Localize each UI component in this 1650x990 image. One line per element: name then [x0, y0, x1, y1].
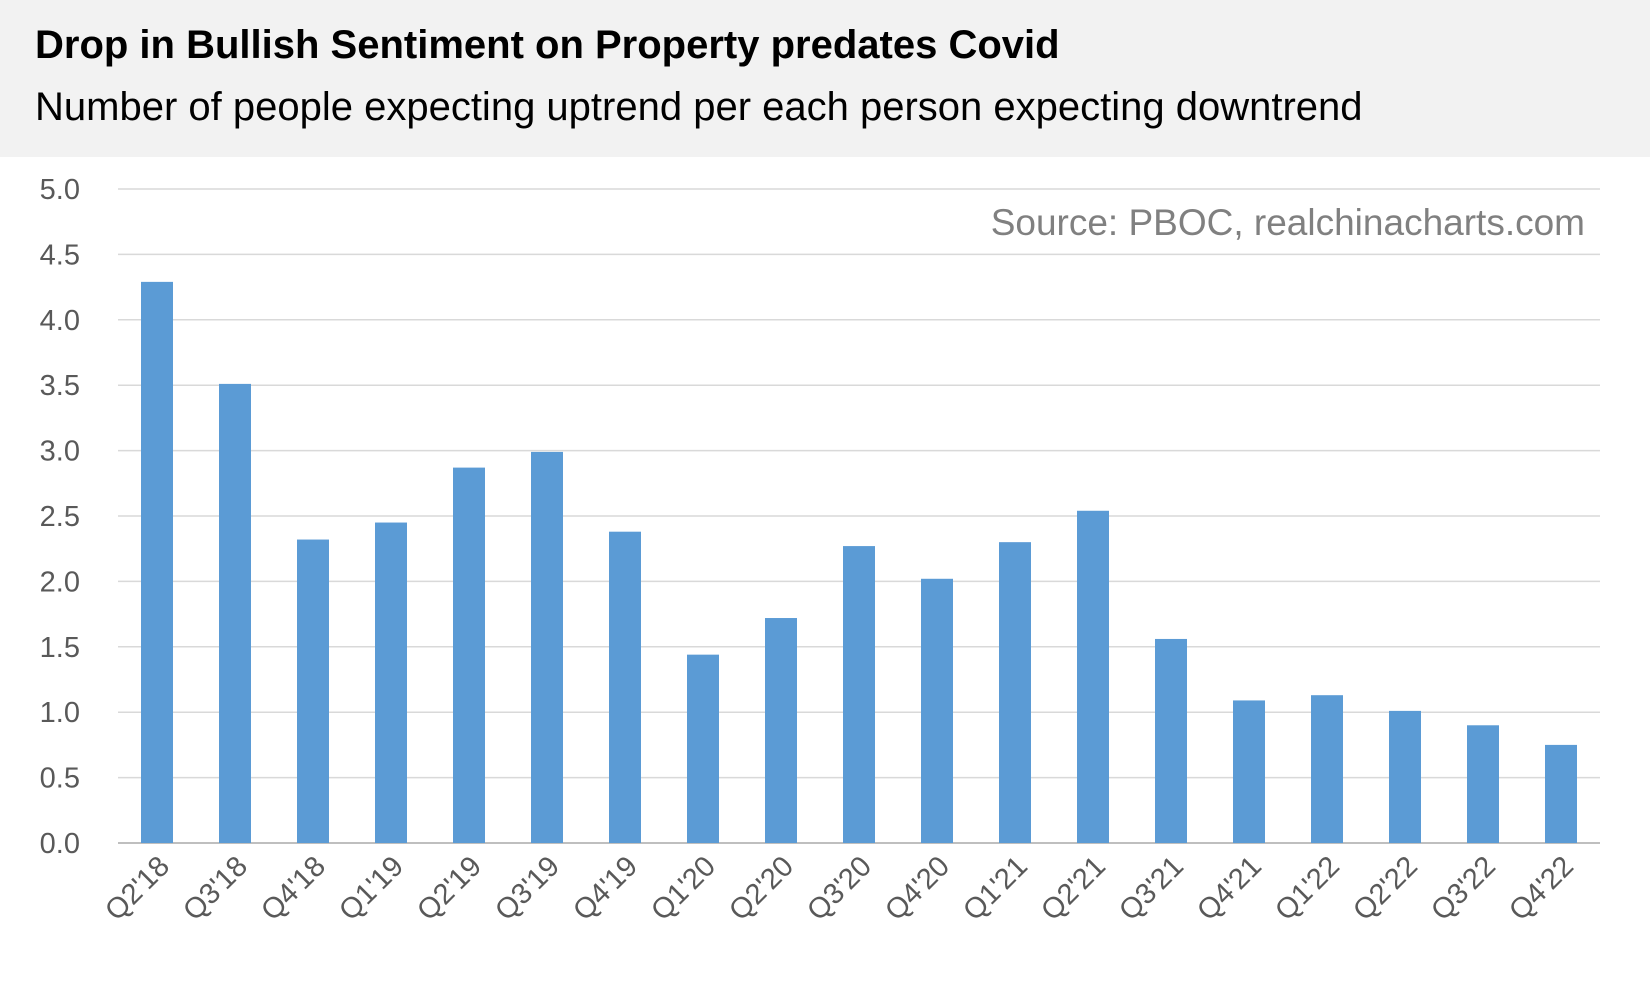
y-axis-tick-labels: 0.0 0.5 1.0 1.5 2.0 2.5 3.0 3.5 4.0 4.5 5.0	[40, 174, 80, 860]
x-tick-label: Q2'18	[99, 850, 176, 927]
y-tick-label: 0.0	[40, 828, 80, 860]
y-tick-label: 3.0	[40, 436, 80, 468]
x-tick-label: Q2'19	[411, 850, 488, 927]
bar	[219, 383, 251, 843]
x-tick-label: Q4'22	[1503, 850, 1580, 927]
bar	[375, 522, 407, 843]
bar	[1389, 710, 1421, 843]
y-tick-label: 2.0	[40, 566, 80, 598]
chart-title: Drop in Bullish Sentiment on Property pr…	[35, 23, 1060, 67]
chart-header: Drop in Bullish Sentiment on Property pr…	[0, 0, 1650, 157]
x-tick-label: Q4'21	[1191, 850, 1268, 927]
y-tick-label: 2.5	[40, 501, 80, 533]
x-tick-label: Q1'19	[333, 850, 410, 927]
bar	[765, 618, 797, 843]
x-tick-label: Q3'19	[489, 850, 566, 927]
bar	[1077, 510, 1109, 843]
x-tick-label: Q3'20	[801, 850, 878, 927]
bar	[141, 281, 173, 843]
x-axis-tick-labels: Q2'18 Q3'18 Q4'18 Q1'19 Q2'19 Q3'19 Q4'19 Q1'20…	[99, 850, 1580, 927]
bar	[453, 467, 485, 843]
bar	[1155, 638, 1187, 843]
y-tick-label: 5.0	[40, 174, 80, 206]
bar	[921, 578, 953, 843]
x-tick-label: Q4'18	[255, 850, 332, 927]
y-tick-label: 4.0	[40, 305, 80, 337]
bar	[297, 539, 329, 843]
bar	[1545, 744, 1577, 843]
x-tick-label: Q1'21	[957, 850, 1034, 927]
x-tick-label: Q1'22	[1269, 850, 1346, 927]
y-tick-label: 1.0	[40, 697, 80, 729]
x-tick-label: Q1'20	[645, 850, 722, 927]
bar	[687, 654, 719, 843]
y-tick-label: 1.5	[40, 632, 80, 664]
y-tick-label: 4.5	[40, 239, 80, 271]
bar	[531, 451, 563, 843]
bars	[141, 281, 1577, 843]
y-tick-label: 3.5	[40, 370, 80, 402]
bar	[1311, 695, 1343, 843]
x-tick-label: Q4'19	[567, 850, 644, 927]
x-tick-label: Q3'18	[177, 850, 254, 927]
chart-subtitle: Number of people expecting uptrend per e…	[35, 85, 1363, 129]
x-tick-label: Q3'21	[1113, 850, 1190, 927]
bar	[999, 542, 1031, 843]
bar	[1467, 725, 1499, 843]
x-tick-label: Q2'22	[1347, 850, 1424, 927]
x-tick-label: Q2'21	[1035, 850, 1112, 927]
source-note: Source: PBOC, realchinacharts.com	[991, 202, 1585, 243]
bar	[1233, 700, 1265, 843]
bar	[843, 546, 875, 843]
x-tick-label: Q2'20	[723, 850, 800, 927]
bar	[609, 531, 641, 843]
y-tick-label: 0.5	[40, 763, 80, 795]
x-tick-label: Q3'22	[1425, 850, 1502, 927]
x-tick-label: Q4'20	[879, 850, 956, 927]
